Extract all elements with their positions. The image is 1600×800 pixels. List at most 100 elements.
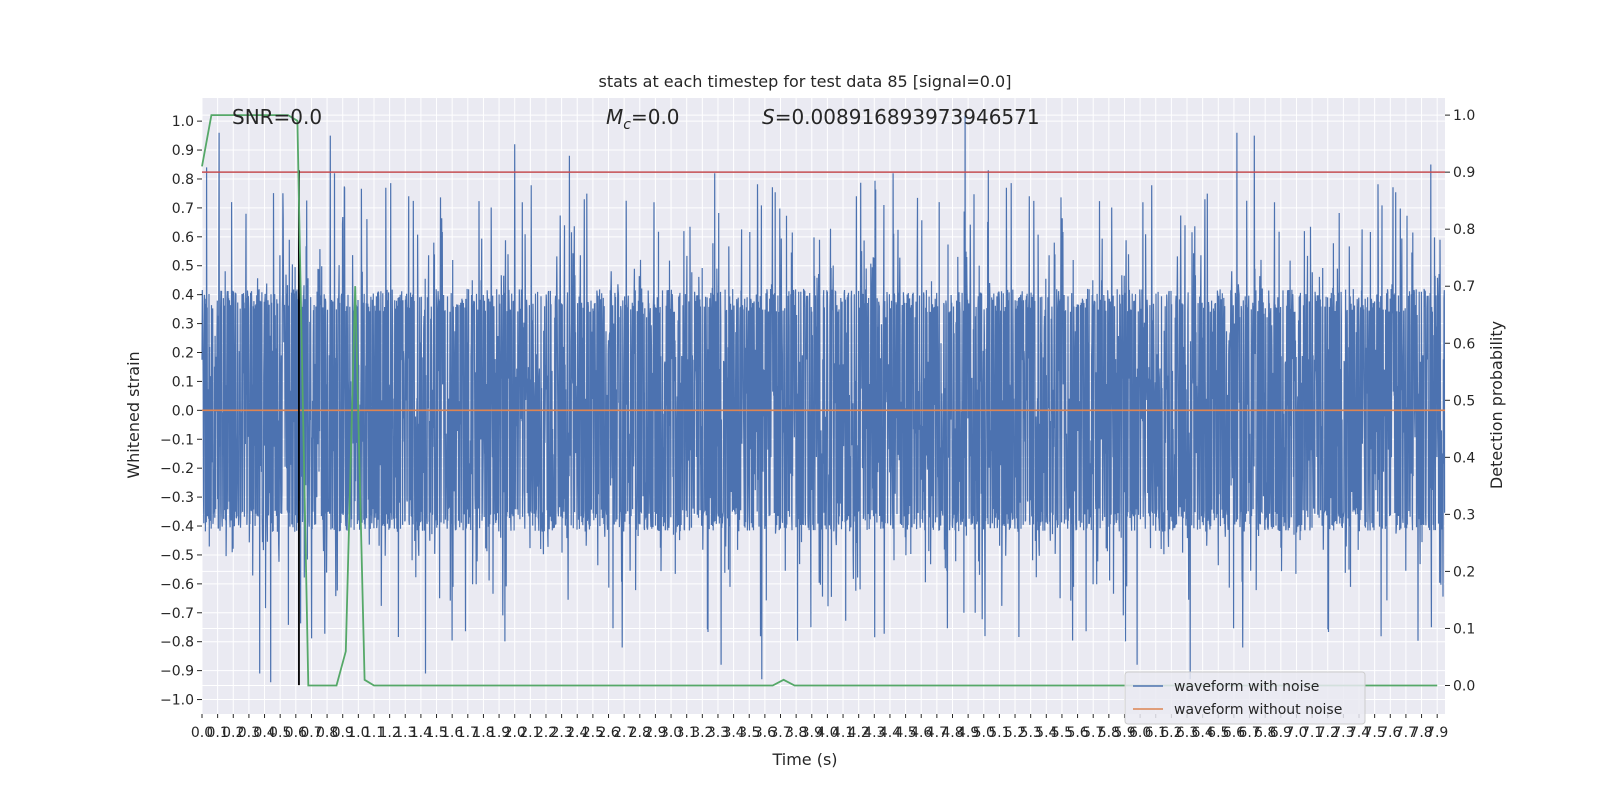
chirp-mass-value: =0.0 [631, 105, 680, 129]
x-tick-label-38: 3.8 [785, 725, 807, 741]
x-tick-label-51: 5.1 [988, 725, 1010, 741]
x-tick-label-74: 7.4 [1348, 725, 1370, 741]
x-tick-label-7: 0.7 [300, 725, 322, 741]
x-tick-label-6: 0.6 [285, 725, 307, 741]
chart-title: stats at each timestep for test data 85 … [599, 72, 1012, 91]
x-tick-label-31: 3.1 [676, 725, 698, 741]
x-tick-label-71: 7.1 [1301, 725, 1323, 741]
y-right-tick-label-4: 0.4 [1453, 450, 1475, 466]
y-right-tick-label-6: 0.6 [1453, 336, 1475, 352]
x-tick-label-64: 6.4 [1192, 725, 1214, 741]
y-axis-right-title: Detection probability [1487, 321, 1506, 489]
x-tick-label-61: 6.1 [1145, 725, 1167, 741]
y-right-tick-label-2: 0.2 [1453, 564, 1475, 580]
y-tick-label-3: −0.7 [160, 606, 194, 622]
x-tick-label-68: 6.8 [1254, 725, 1276, 741]
y-tick-label-0: −1.0 [160, 693, 194, 709]
x-tick-label-50: 5.0 [973, 725, 995, 741]
y-tick-label-2: −0.8 [160, 635, 194, 651]
x-tick-label-2: 0.2 [222, 725, 244, 741]
x-tick-label-16: 1.6 [441, 725, 463, 741]
x-tick-label-59: 5.9 [1113, 725, 1135, 741]
y-tick-label-8: −0.2 [160, 461, 194, 477]
x-tick-label-72: 7.2 [1317, 725, 1339, 741]
y-tick-label-19: 0.9 [172, 143, 194, 159]
x-tick-label-43: 4.3 [863, 725, 885, 741]
x-tick-label-15: 1.5 [425, 725, 447, 741]
x-tick-label-37: 3.7 [769, 725, 791, 741]
x-tick-label-35: 3.5 [738, 725, 760, 741]
y-right-tick-label-8: 0.8 [1453, 222, 1475, 238]
axes: 0.00.10.20.30.40.50.60.70.80.91.01.11.21… [160, 108, 1475, 741]
x-tick-label-33: 3.3 [707, 725, 729, 741]
x-tick-label-56: 5.6 [1066, 725, 1088, 741]
x-tick-label-34: 3.4 [722, 725, 744, 741]
y-axis-title: Whitened strain [124, 351, 143, 478]
x-tick-label-27: 2.7 [613, 725, 635, 741]
chirp-mass-subscript: c [623, 117, 631, 133]
x-tick-label-44: 4.4 [879, 725, 901, 741]
x-tick-label-62: 6.2 [1160, 725, 1182, 741]
x-tick-label-60: 6.0 [1129, 725, 1151, 741]
x-tick-label-58: 5.8 [1098, 725, 1120, 741]
x-tick-label-77: 7.7 [1395, 725, 1417, 741]
x-tick-label-41: 4.1 [832, 725, 854, 741]
y-tick-label-11: 0.1 [172, 374, 194, 390]
score-value: =0.008916893973946571 [775, 105, 1040, 129]
y-right-tick-label-3: 0.3 [1453, 507, 1475, 523]
x-tick-label-5: 0.5 [269, 725, 291, 741]
x-tick-label-17: 1.7 [457, 725, 479, 741]
y-tick-label-12: 0.2 [172, 345, 194, 361]
x-tick-label-67: 6.7 [1238, 725, 1260, 741]
score-annotation: S=0.008916893973946571 [762, 105, 1040, 129]
y-tick-label-17: 0.7 [172, 201, 194, 217]
x-tick-label-63: 6.3 [1176, 725, 1198, 741]
x-tick-label-75: 7.5 [1364, 725, 1386, 741]
x-tick-label-73: 7.3 [1332, 725, 1354, 741]
y-tick-label-5: −0.5 [160, 548, 194, 564]
x-tick-label-54: 5.4 [1035, 725, 1057, 741]
x-tick-label-55: 5.5 [1051, 725, 1073, 741]
x-tick-label-40: 4.0 [816, 725, 838, 741]
score-symbol: S [762, 105, 775, 129]
series-waveform-with-noise [201, 115, 1446, 683]
y-right-tick-label-1: 0.1 [1453, 621, 1475, 637]
x-tick-label-65: 6.5 [1207, 725, 1229, 741]
x-tick-label-9: 0.9 [332, 725, 354, 741]
y-tick-label-9: −0.1 [160, 432, 194, 448]
x-tick-label-76: 7.6 [1379, 725, 1401, 741]
y-tick-label-15: 0.5 [172, 259, 194, 275]
x-tick-label-22: 2.2 [535, 725, 557, 741]
x-tick-label-13: 1.3 [394, 725, 416, 741]
x-tick-label-29: 2.9 [644, 725, 666, 741]
x-tick-label-30: 3.0 [660, 725, 682, 741]
x-tick-label-26: 2.6 [597, 725, 619, 741]
x-tick-label-48: 4.8 [941, 725, 963, 741]
snr-annotation: SNR=0.0 [232, 105, 322, 129]
y-tick-label-16: 0.6 [172, 230, 194, 246]
x-tick-label-14: 1.4 [410, 725, 432, 741]
legend-label-noise: waveform with noise [1174, 679, 1319, 695]
x-tick-label-42: 4.2 [848, 725, 870, 741]
x-tick-label-79: 7.9 [1426, 725, 1448, 741]
y-right-tick-label-10: 1.0 [1453, 108, 1475, 124]
x-tick-label-28: 2.8 [629, 725, 651, 741]
x-tick-label-45: 4.5 [894, 725, 916, 741]
x-tick-label-11: 1.1 [363, 725, 385, 741]
y-tick-label-14: 0.4 [172, 288, 194, 304]
y-tick-label-1: −0.9 [160, 664, 194, 680]
x-tick-label-4: 0.4 [253, 725, 275, 741]
y-right-tick-label-9: 0.9 [1453, 165, 1475, 181]
legend: waveform with noise waveform without noi… [1124, 671, 1366, 725]
x-axis-title: Time (s) [771, 750, 837, 769]
x-tick-label-20: 2.0 [504, 725, 526, 741]
y-tick-label-13: 0.3 [172, 317, 194, 333]
x-tick-label-19: 1.9 [488, 725, 510, 741]
chirp-mass-annotation: Mc=0.0 [606, 105, 680, 133]
legend-label-clean: waveform without noise [1174, 702, 1342, 718]
x-tick-label-8: 0.8 [316, 725, 338, 741]
x-tick-label-49: 4.9 [957, 725, 979, 741]
x-tick-label-10: 1.0 [347, 725, 369, 741]
x-tick-label-69: 6.9 [1270, 725, 1292, 741]
